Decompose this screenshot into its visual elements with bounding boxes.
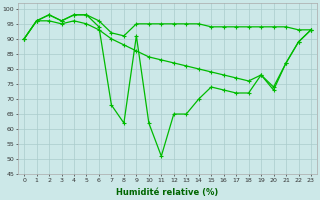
X-axis label: Humidité relative (%): Humidité relative (%) (116, 188, 219, 197)
